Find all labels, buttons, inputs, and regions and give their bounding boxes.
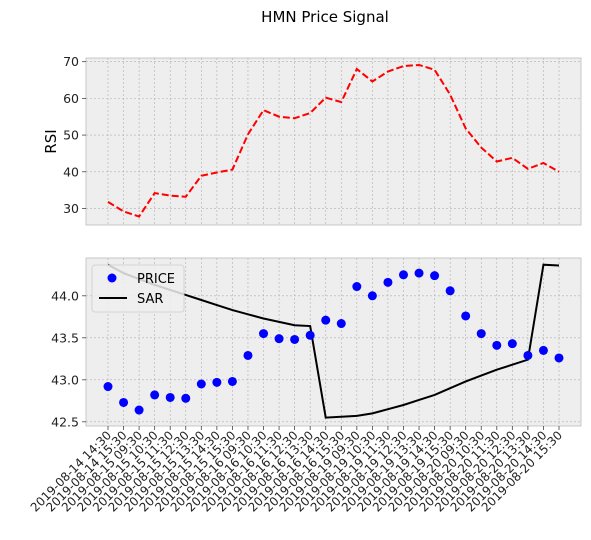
legend-price-label: PRICE bbox=[137, 272, 175, 287]
price-point bbox=[212, 377, 222, 387]
price-point bbox=[134, 405, 144, 415]
rsi-y-tick-label: 40 bbox=[63, 164, 79, 179]
price-point bbox=[196, 379, 206, 389]
price-point bbox=[259, 329, 269, 339]
price-point bbox=[367, 291, 377, 301]
price-point bbox=[150, 390, 160, 400]
rsi-panel: 30 40 50 60 70 RSI bbox=[42, 54, 582, 226]
price-point bbox=[414, 268, 424, 278]
rsi-y-tick-label: 30 bbox=[63, 201, 79, 216]
price-point bbox=[274, 334, 284, 344]
rsi-series-line bbox=[107, 63, 560, 218]
price-y-tick-label: 43.5 bbox=[51, 330, 79, 345]
price-point bbox=[492, 340, 502, 350]
price-point bbox=[554, 353, 564, 363]
price-points bbox=[103, 268, 564, 415]
rsi-plot-area bbox=[85, 57, 582, 226]
price-point bbox=[430, 271, 440, 281]
price-panel: 42.5 43.0 43.5 44.0 2019-08-14 14:302019-08… bbox=[28, 257, 582, 515]
price-point bbox=[523, 350, 533, 360]
price-point bbox=[243, 350, 253, 360]
rsi-y-axis-label: RSI bbox=[42, 129, 60, 153]
price-point bbox=[336, 319, 346, 329]
rsi-y-tick-label: 70 bbox=[63, 54, 79, 69]
price-y-tick-label: 43.0 bbox=[51, 372, 79, 387]
price-point bbox=[383, 277, 393, 287]
price-point bbox=[461, 311, 471, 321]
price-y-ticks: 42.5 43.0 43.5 44.0 bbox=[51, 288, 86, 429]
price-point bbox=[507, 339, 517, 349]
chart-title: HMN Price Signal bbox=[261, 8, 389, 26]
rsi-y-tick-label: 50 bbox=[63, 128, 79, 143]
legend-sar-label: SAR bbox=[137, 292, 163, 307]
price-point bbox=[181, 393, 191, 403]
rsi-gridlines bbox=[86, 58, 581, 225]
price-point bbox=[290, 334, 300, 344]
price-point bbox=[398, 270, 408, 280]
price-point bbox=[445, 286, 455, 296]
price-point bbox=[538, 345, 548, 355]
price-y-tick-label: 44.0 bbox=[51, 288, 79, 303]
price-point bbox=[476, 329, 486, 339]
price-point bbox=[103, 382, 113, 392]
price-point bbox=[321, 315, 331, 325]
price-point bbox=[305, 330, 315, 340]
price-point bbox=[352, 282, 362, 292]
price-y-tick-label: 42.5 bbox=[51, 414, 79, 429]
price-point bbox=[227, 376, 237, 386]
legend-price-marker bbox=[107, 273, 117, 283]
rsi-y-ticks: 30 40 50 60 70 bbox=[63, 54, 86, 216]
price-point bbox=[119, 397, 129, 407]
rsi-y-tick-label: 60 bbox=[63, 91, 79, 106]
price-point bbox=[165, 392, 175, 402]
legend: PRICE SAR bbox=[91, 264, 185, 313]
